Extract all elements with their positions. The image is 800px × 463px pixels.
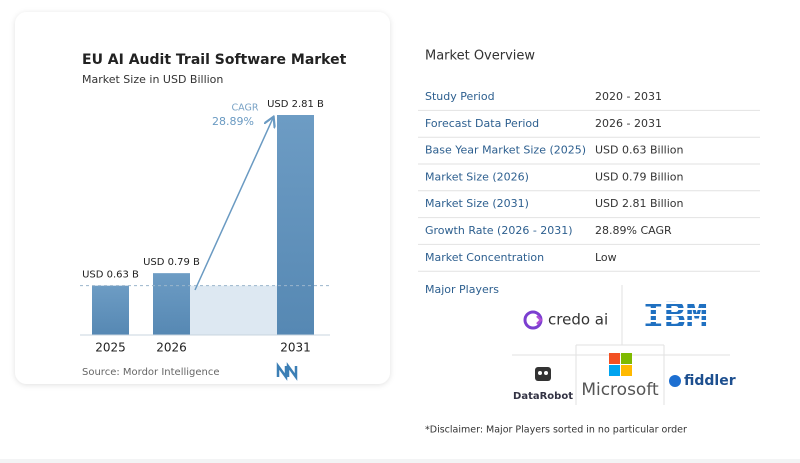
row-value: 2020 - 2031 [595,90,662,103]
logo-credo: credo ai [523,310,608,330]
cagr-value: 28.89% [212,115,254,128]
row-value: USD 0.63 Billion [595,144,683,157]
x-tick-label: 2025 [95,341,126,355]
logo-ibm: IBM [628,296,724,337]
row-value: 2026 - 2031 [595,117,662,130]
player-name: DataRobot [513,391,573,402]
cagr-label: CAGR [232,103,259,114]
row-label: Market Concentration [425,251,544,264]
growth-band [190,285,277,335]
bar [277,115,314,335]
row-value: 28.89% CAGR [595,224,672,237]
chart-title: EU AI Audit Trail Software Market [82,52,347,68]
player-name: fiddler [684,373,736,389]
value-label: USD 2.81 B [267,99,324,110]
logo-datarobot: DataRobot [513,367,573,402]
bar [153,273,190,335]
player-name: credo ai [548,311,608,329]
row-label: Market Size (2031) [425,197,529,210]
row-label: Study Period [425,90,495,103]
player-name: Microsoft [581,380,659,400]
row-label: Market Size (2026) [425,170,529,183]
source: Source: Mordor Intelligence [82,367,220,378]
row-label: Base Year Market Size (2025) [425,144,586,157]
bar [92,285,129,335]
value-label: USD 0.63 B [82,270,139,281]
overview-title: Market Overview [425,49,535,64]
row-value: Low [595,251,617,264]
value-label: USD 0.79 B [143,257,200,268]
chart-subtitle: Market Size in USD Billion [82,73,223,86]
cagr-arrow [194,118,273,291]
source-logo [276,362,298,381]
row-label: Forecast Data Period [425,117,539,130]
x-tick-label: 2031 [280,341,311,355]
players-title: Major Players [425,283,499,296]
logo-microsoft: Microsoft [581,353,659,400]
row-value: USD 0.79 Billion [595,170,683,183]
x-tick-label: 2026 [156,341,187,355]
row-value: USD 2.81 Billion [595,197,683,210]
disclaimer: *Disclaimer: Major Players sorted in no … [425,425,687,436]
row-label: Growth Rate (2026 - 2031) [425,224,573,237]
logo-fiddler: fiddler [669,373,736,389]
